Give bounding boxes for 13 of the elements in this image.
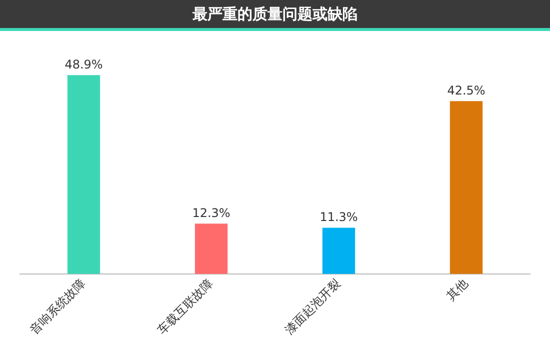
x-tick-label: 漆面起泡开裂: [282, 276, 344, 338]
bar: [450, 101, 483, 274]
data-label: 12.3%: [192, 206, 230, 220]
bar: [194, 224, 228, 274]
chart-title: 最严重的质量问题或缺陷: [0, 0, 550, 31]
data-label: 42.5%: [447, 84, 486, 98]
x-tick-label: 车载互联故障: [154, 276, 216, 338]
bar: [67, 75, 100, 274]
x-tick-label: 音响系统故障: [27, 276, 88, 338]
bar: [322, 228, 356, 274]
data-label: 48.9%: [64, 58, 103, 72]
x-tick-label: 其他: [444, 276, 471, 304]
data-label: 11.3%: [320, 210, 358, 224]
